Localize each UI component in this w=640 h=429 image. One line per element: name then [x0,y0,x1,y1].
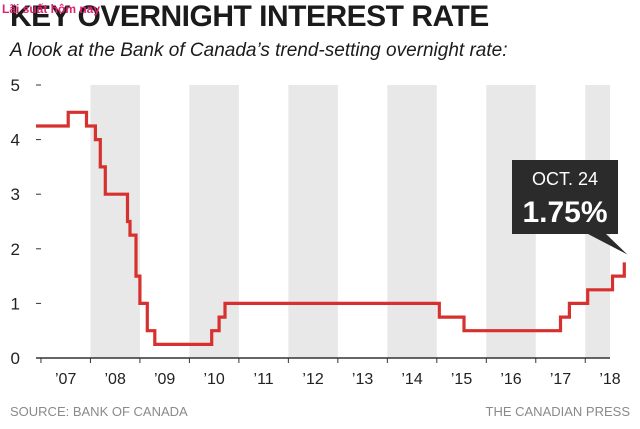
x-tick-label: ’16 [500,371,521,388]
chart-title: KEY OVERNIGHT INTEREST RATE [10,0,489,33]
y-axis-ticks: 0 1 2 3 4 5 [11,76,41,368]
x-tick-label: ’17 [550,371,571,388]
credit-note: THE CANADIAN PRESS [485,404,630,419]
chart-subtitle: A look at the Bank of Canada’s trend-set… [10,40,508,61]
x-tick-label: ’13 [352,371,373,388]
y-tick-label: 5 [11,76,20,95]
year-band [387,85,437,358]
rate-series-line [36,110,626,346]
x-tick-label: ’15 [451,371,472,388]
y-tick-label: 3 [11,185,20,204]
year-band [90,85,140,358]
watermark-text: Lãi suất hôm nay [2,2,101,16]
x-tick-label: ’08 [104,371,125,388]
y-tick-label: 0 [11,349,20,368]
x-tick-label: ’10 [203,371,224,388]
year-band [288,85,338,358]
callout-date: OCT. 24 [532,169,598,189]
y-tick-label: 4 [11,131,20,150]
callout-box [512,160,628,255]
y-tick-label: 1 [11,294,20,313]
x-tick-label: ’18 [599,371,620,388]
x-tick-label: ’12 [302,371,323,388]
callout-value: 1.75% [522,196,607,229]
x-tick-label: ’09 [154,371,175,388]
callout: OCT. 24 1.75% [512,160,628,255]
x-tick-label: ’07 [55,371,76,388]
year-band [189,85,239,358]
x-tick-label: ’11 [254,371,274,388]
source-note: SOURCE: BANK OF CANADA [10,404,188,419]
x-tick-label: ’14 [401,371,422,388]
x-axis-ticks: ’07 ’08 ’09 ’10 ’11 ’12 ’13 ’14 ’15 ’16 ’17 ’18 [40,358,621,388]
y-tick-label: 2 [11,240,20,259]
